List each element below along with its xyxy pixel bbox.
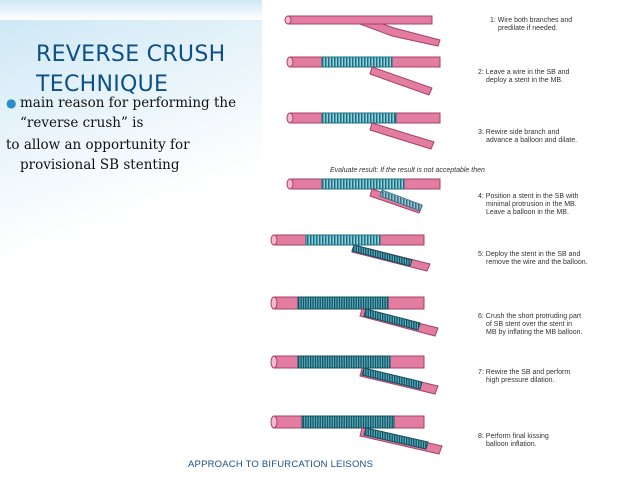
body-line-1: to allow an opportunity for: [6, 137, 190, 153]
step-6-line-2: of SB stent over the stent in: [486, 321, 572, 328]
step-5-line-1: 5: Deploy the stent in the SB and: [478, 251, 580, 258]
step-4-caption: 4: Position a stent in the SB with minim…: [478, 193, 578, 216]
step-4-line-3: Leave a balloon in the MB.: [486, 209, 569, 216]
step-8-line-2: balloon inflation.: [486, 441, 537, 448]
step-4-line-1: 4: Position a stent in the SB with: [478, 193, 578, 200]
step-6-line-1: 6: Crush the short protruding part: [478, 313, 581, 320]
step-5-line-2: remove the wire and the balloon.: [486, 259, 588, 266]
step-8-drawing: [270, 415, 443, 455]
step-2-drawing: [286, 56, 441, 96]
step-4-line-2: minimal protrusion in the MB.: [486, 201, 577, 208]
step-7-line-1: 7: Rewire the SB and perform: [478, 369, 570, 376]
step-4-drawing: [286, 178, 441, 214]
step-1-caption: 1: Wire both branches and predilate if n…: [490, 17, 572, 32]
step-5-drawing: [270, 234, 431, 272]
step-6-drawing: [270, 296, 439, 337]
step-2-line-2: deploy a stent in the MB.: [486, 77, 563, 84]
footer-text: APPROACH TO BIFURCATION LEISONS: [188, 459, 374, 470]
step-6-line-3: MB by inflating the MB balloon.: [486, 329, 583, 336]
step-6-caption: 6: Crush the short protruding part of SB…: [478, 313, 583, 336]
step-8-line-1: 8: Perform final kissing: [478, 433, 549, 440]
evaluate-text: Evaluate result: If the result is not ac…: [330, 167, 485, 174]
body-line-2: provisional SB stenting: [20, 157, 180, 173]
step-1-line-1: 1: Wire both branches and: [490, 17, 572, 24]
step-5-caption: 5: Deploy the stent in the SB and remove…: [478, 251, 588, 266]
step-7-caption: 7: Rewire the SB and perform high pressu…: [478, 369, 570, 384]
step-7-drawing: [270, 355, 439, 395]
step-3-line-1: 3: Rewire side branch and: [478, 129, 559, 136]
bullet-line-1: main reason for performing the: [20, 95, 237, 111]
slide-body: ● main reason for performing the “revers…: [6, 93, 306, 175]
title-line-1: REVERSE CRUSH: [36, 42, 226, 67]
slide-background: [0, 0, 300, 479]
step-2-line-1: 2: Leave a wire in the SB and: [478, 69, 570, 76]
step-7-line-2: high pressure dilation.: [486, 377, 555, 384]
bullet-line-2: “reverse crush” is: [20, 115, 144, 131]
step-1-drawing: [284, 15, 441, 47]
step-3-drawing: [286, 112, 441, 150]
slide-title: REVERSE CRUSH TECHNIQUE: [36, 40, 276, 100]
bifurcation-figure: 1: Wire both branches and predilate if n…: [262, 0, 638, 479]
step-2-caption: 2: Leave a wire in the SB and deploy a s…: [478, 69, 570, 84]
step-8-caption: 8: Perform final kissing balloon inflati…: [478, 433, 549, 448]
reverse-crush-diagram: 1: Wire both branches and predilate if n…: [270, 15, 588, 455]
bullet-item: ● main reason for performing the: [6, 93, 306, 113]
title-line-2: TECHNIQUE: [36, 72, 169, 97]
bullet-dot-icon: ●: [6, 96, 17, 110]
step-3-caption: 3: Rewire side branch and advance a ball…: [478, 129, 577, 144]
step-3-line-2: advance a balloon and dilate.: [486, 137, 577, 144]
step-1-line-2: predilate if needed.: [498, 25, 558, 32]
